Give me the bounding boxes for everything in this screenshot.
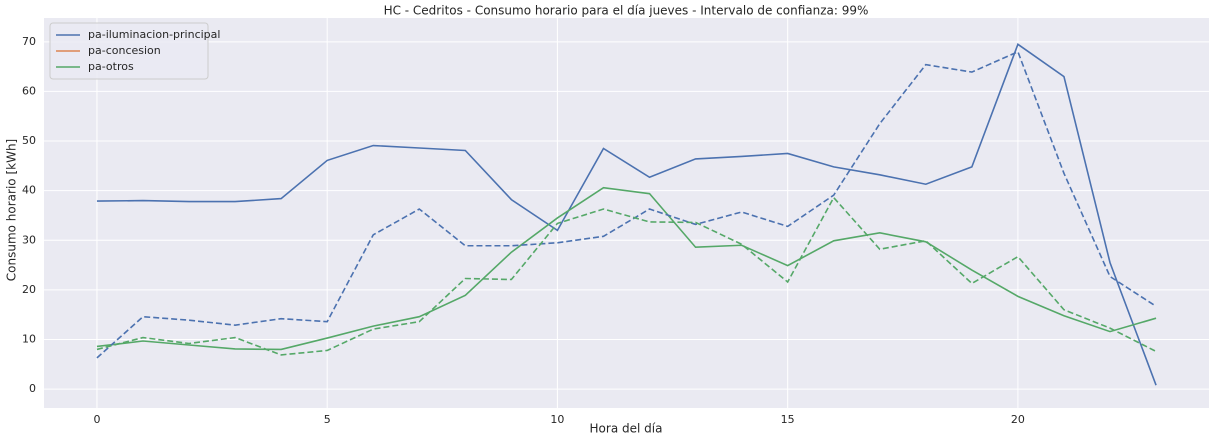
y-tick-label: 60 [22, 84, 36, 97]
y-tick-label: 20 [22, 283, 36, 296]
y-tick-label: 10 [22, 333, 36, 346]
x-tick-label: 5 [324, 413, 331, 426]
series-line [96, 50, 1157, 359]
y-axis-label: Consumo horario [kWh] [5, 139, 19, 281]
series-line [96, 43, 1157, 386]
legend-label: pa-concesion [88, 44, 161, 57]
x-axis-label: Hora del día [590, 422, 663, 436]
x-tick-label: 15 [781, 413, 795, 426]
y-tick-label: 70 [22, 35, 36, 48]
y-tick-label: 40 [22, 184, 36, 197]
x-tick-label: 20 [1011, 413, 1025, 426]
legend-label: pa-otros [88, 60, 134, 73]
chart-title: HC - Cedritos - Consumo horario para el … [384, 4, 869, 18]
y-tick-label: 0 [29, 382, 36, 395]
series-line [96, 196, 1157, 356]
series-line [96, 186, 1157, 351]
legend-label: pa-iluminacion-principal [88, 28, 220, 41]
y-tick-label: 30 [22, 233, 36, 246]
legend-box [49, 22, 209, 80]
y-tick-label: 50 [22, 134, 36, 147]
x-tick-label: 10 [550, 413, 564, 426]
plot-area [44, 18, 1209, 408]
x-tick-label: 0 [93, 413, 100, 426]
